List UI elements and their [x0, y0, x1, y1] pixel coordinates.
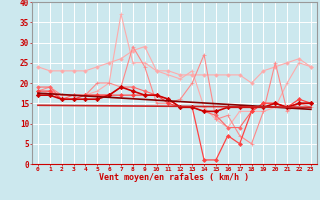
- X-axis label: Vent moyen/en rafales ( km/h ): Vent moyen/en rafales ( km/h ): [100, 173, 249, 182]
